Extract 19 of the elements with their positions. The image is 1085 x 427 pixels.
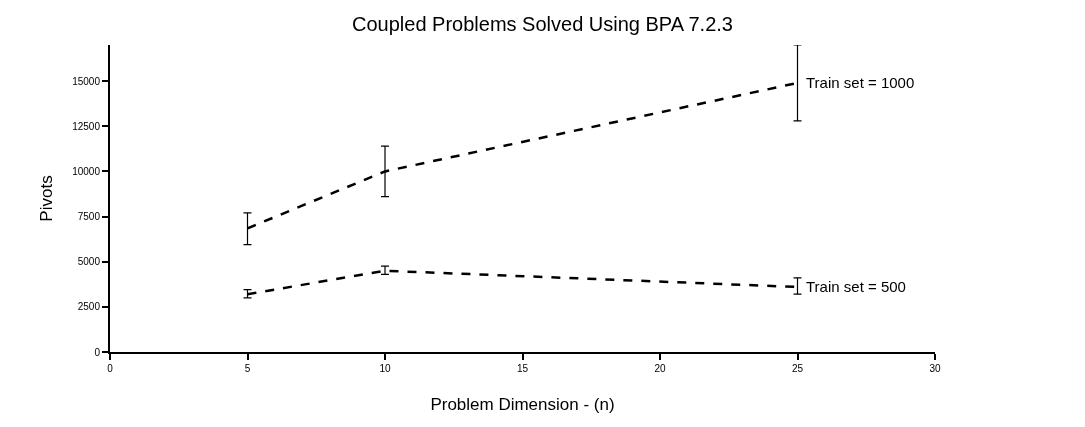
y-axis-title: Pivots (37, 175, 57, 222)
x-tick-label: 30 (929, 363, 941, 374)
chart-title: Coupled Problems Solved Using BPA 7.2.3 (352, 13, 733, 36)
series-label: Train set = 500 (806, 278, 906, 295)
x-tick-label: 25 (791, 363, 804, 374)
x-tick-label: 0 (107, 363, 114, 374)
y-tick-label: 10000 (72, 165, 101, 177)
x-tick-label: 20 (654, 363, 666, 374)
y-tick-label: 15000 (72, 75, 101, 87)
y-tick-label: 2500 (77, 301, 101, 313)
x-axis-title: Problem Dimension - (n) (430, 394, 615, 414)
y-tick-label: 7500 (77, 211, 101, 223)
y-tick-label: 12500 (72, 120, 101, 132)
y-tick-label: 5000 (77, 256, 101, 268)
x-tick-label: 5 (244, 363, 251, 374)
x-tick-label: 15 (516, 363, 529, 374)
x-tick-label: 10 (379, 363, 391, 374)
series-label: Train set = 1000 (806, 74, 915, 91)
y-tick-label: 0 (94, 346, 101, 358)
